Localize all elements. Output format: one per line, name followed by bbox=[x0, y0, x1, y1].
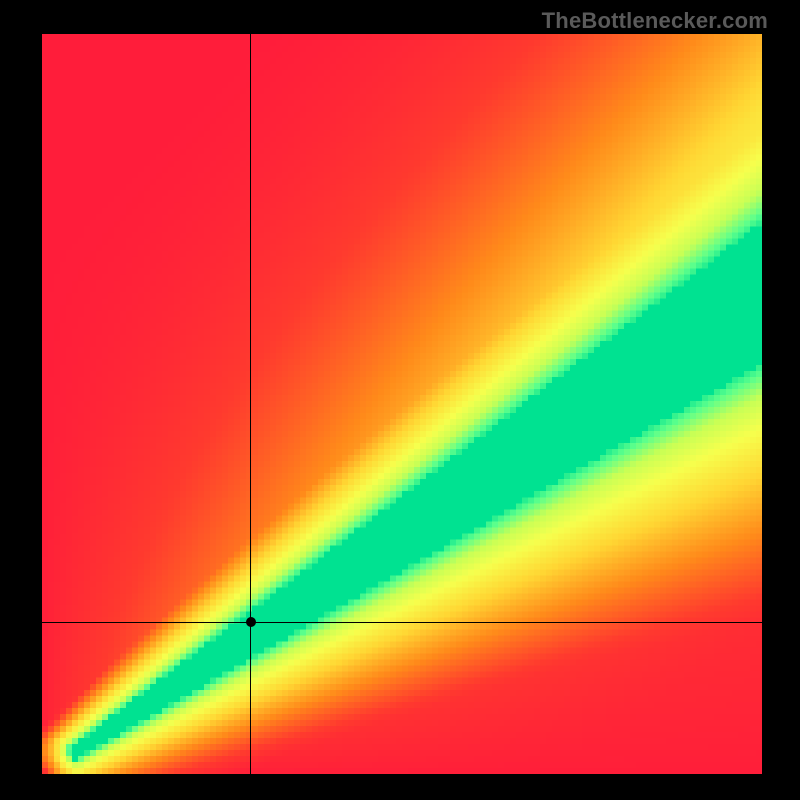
heatmap-canvas bbox=[42, 34, 762, 774]
attribution-text: TheBottlenecker.com bbox=[542, 8, 768, 34]
crosshair-marker bbox=[246, 617, 256, 627]
crosshair-horizontal bbox=[42, 622, 762, 623]
heatmap-plot bbox=[42, 34, 762, 774]
crosshair-vertical bbox=[250, 34, 251, 774]
